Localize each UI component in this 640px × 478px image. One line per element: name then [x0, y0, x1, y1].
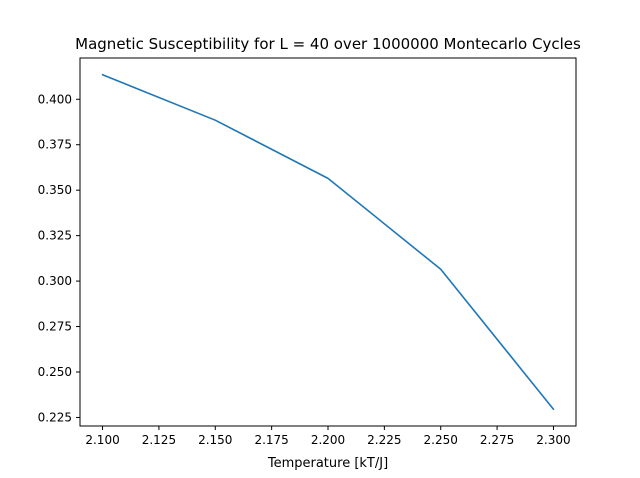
x-tick-label: 2.150 [198, 433, 232, 447]
x-tick-label: 2.175 [254, 433, 288, 447]
x-tick-label: 2.200 [311, 433, 345, 447]
y-axis: 0.225 0.250 0.275 0.300 0.325 0.350 0.375 0.400 [38, 92, 80, 424]
plot-area: 2.100 2.125 2.150 2.175 2.200 2.225 2.250 2.275… [38, 57, 577, 447]
x-axis-label: Temperature [kT/J] [267, 456, 388, 471]
x-tick-label: 2.125 [142, 433, 176, 447]
series-line [101, 73, 555, 411]
chart-title: Magnetic Susceptibility for L = 40 over … [75, 35, 581, 53]
y-tick-label: 0.375 [38, 138, 72, 152]
x-tick-label: 2.300 [536, 433, 570, 447]
y-tick-label: 0.325 [38, 229, 72, 243]
y-tick-label: 0.400 [38, 92, 72, 106]
series-layer [101, 73, 555, 411]
x-axis: 2.100 2.125 2.150 2.175 2.200 2.225 2.250 2.275… [85, 426, 571, 447]
x-tick-label: 2.100 [85, 433, 119, 447]
x-tick-label: 2.275 [480, 433, 514, 447]
y-tick-label: 0.275 [38, 320, 72, 334]
plot-frame [79, 57, 577, 427]
y-tick-label: 0.250 [38, 365, 72, 379]
y-tick-label: 0.300 [38, 274, 72, 288]
x-tick-label: 2.250 [424, 433, 458, 447]
y-tick-label: 0.350 [38, 183, 72, 197]
y-tick-label: 0.225 [38, 410, 72, 424]
x-tick-label: 2.225 [367, 433, 401, 447]
